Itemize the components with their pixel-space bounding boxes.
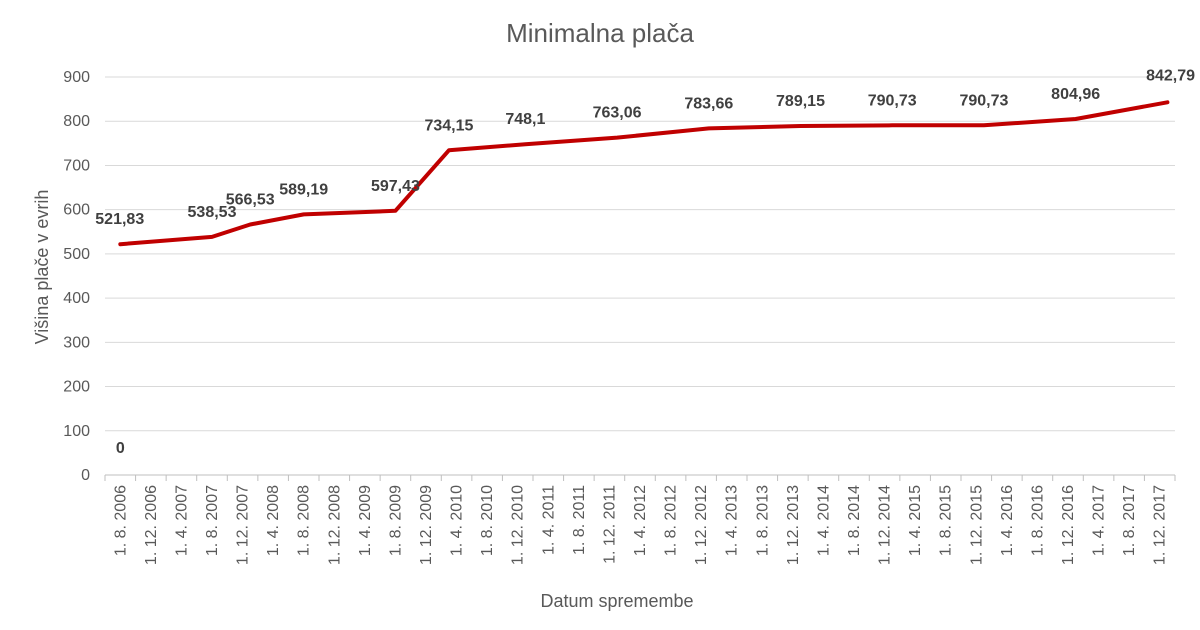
data-label: 566,53	[226, 191, 275, 208]
y-axis-ticks: 0 100 200 300 400 500 600 700 800 900	[63, 69, 90, 484]
x-axis-title: Datum spremembe	[540, 591, 693, 611]
gridlines	[105, 76, 1175, 432]
x-tick-label: 1. 8. 2013	[754, 485, 771, 556]
x-tick-label: 1. 8. 2009	[387, 485, 404, 556]
x-tick-label: 1. 8. 2008	[296, 485, 313, 556]
x-tick-label: 1. 8. 2012	[663, 485, 680, 556]
y-tick-label: 200	[63, 379, 90, 396]
x-tick-label: 1. 4. 2007	[173, 485, 190, 556]
data-label: 790,73	[959, 92, 1008, 109]
data-label: 790,73	[868, 92, 917, 109]
y-tick-label: 900	[63, 69, 90, 86]
y-tick-label: 400	[63, 290, 90, 307]
y-tick-label: 0	[81, 467, 90, 484]
x-tick-label: 1. 8. 2006	[112, 485, 129, 556]
x-tick-label: 1. 8. 2011	[571, 485, 588, 555]
x-tick-label: 1. 4. 2012	[632, 485, 649, 556]
y-tick-label: 500	[63, 246, 90, 263]
x-tick-label: 1. 12. 2014	[877, 485, 894, 565]
x-tick-label: 1. 12. 2016	[1060, 485, 1077, 565]
data-label: 538,53	[188, 204, 237, 221]
x-tick-label: 1. 12. 2012	[693, 485, 710, 565]
x-tick-label: 1. 4. 2014	[815, 485, 832, 556]
x-tick-label: 1. 12. 2013	[785, 485, 802, 565]
chart-title: Minimalna plača	[506, 18, 694, 48]
x-tick-label: 1. 4. 2015	[907, 485, 924, 556]
x-tick-label: 1. 4. 2008	[265, 485, 282, 556]
x-tick-label: 1. 12. 2006	[143, 485, 160, 565]
data-label: 842,79	[1146, 67, 1195, 84]
x-tick-label: 1. 8. 2016	[1029, 485, 1046, 556]
x-tick-label: 1. 4. 2009	[357, 485, 374, 556]
x-tick-label: 1. 4. 2010	[449, 485, 466, 556]
x-tick-label: 1. 12. 2008	[326, 485, 343, 565]
x-tick-label: 1. 8. 2017	[1121, 485, 1138, 556]
x-tick-label: 1. 8. 2007	[204, 485, 221, 556]
data-label: 521,83	[95, 211, 144, 228]
x-tick-label: 1. 12. 2010	[510, 485, 527, 565]
x-tick-label: 1. 4. 2013	[724, 485, 741, 556]
x-tick-label: 1. 4. 2017	[1091, 485, 1108, 556]
data-label: 597,43	[371, 178, 420, 195]
data-label: 783,66	[684, 95, 733, 112]
series-line	[118, 100, 1170, 247]
x-tick-label: 1. 8. 2010	[479, 485, 496, 556]
y-tick-label: 800	[63, 113, 90, 130]
x-tick-label: 1. 4. 2016	[999, 485, 1016, 556]
y-tick-label: 300	[63, 334, 90, 351]
y-tick-label: 700	[63, 157, 90, 174]
data-label: 734,15	[424, 117, 473, 134]
y-axis-title: Višina plače v evrih	[32, 190, 52, 345]
y-tick-label: 100	[63, 423, 90, 440]
x-tick-label: 1. 12. 2015	[968, 485, 985, 565]
x-tick-label: 1. 8. 2015	[938, 485, 955, 556]
x-tick-label: 1. 8. 2014	[846, 485, 863, 556]
x-axis-ticks: 1. 8. 2006 1. 12. 2006 1. 4. 2007 1. 8. 200…	[104, 475, 1176, 565]
data-label: 748,1	[505, 111, 545, 128]
y-tick-label: 600	[63, 202, 90, 219]
x-tick-label: 1. 12. 2007	[235, 485, 252, 565]
data-label: 589,19	[279, 181, 328, 198]
x-tick-label: 1. 12. 2009	[418, 485, 435, 565]
x-tick-label: 1. 4. 2011	[540, 485, 557, 555]
data-label: 763,06	[593, 105, 642, 122]
x-tick-label: 1. 12. 2017	[1152, 485, 1169, 565]
data-label: 789,15	[776, 93, 825, 110]
data-label: 0	[116, 440, 125, 457]
x-tick-label: 1. 12. 2011	[601, 485, 618, 564]
data-label: 804,96	[1051, 86, 1100, 103]
